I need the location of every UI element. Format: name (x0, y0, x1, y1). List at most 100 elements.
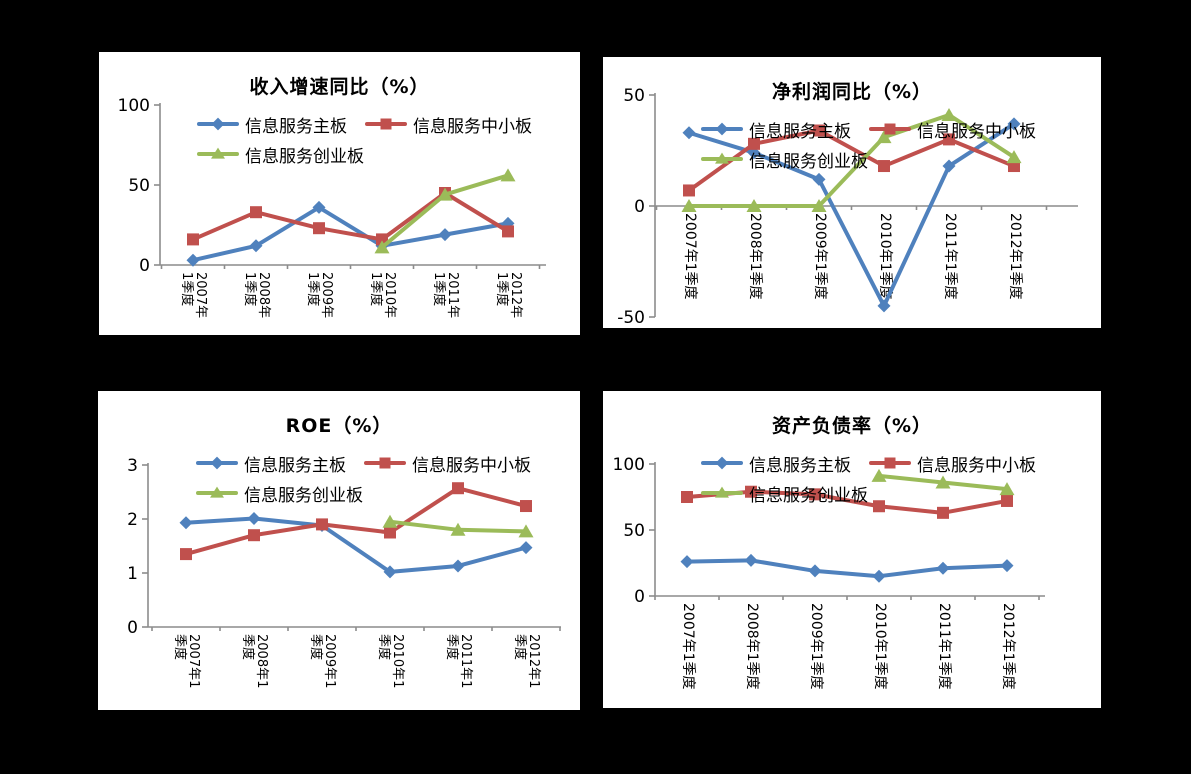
square-marker-icon (316, 518, 328, 531)
roe-chart-panel: ROE（%） 0 1 2 3 2007年1季度 2008年1季度 2009年1季度 2010年… (98, 391, 580, 710)
diamond-marker-icon (1007, 117, 1021, 131)
y-tick-label: 0 (634, 587, 645, 607)
x-tick-label: 2011年1季度 (431, 272, 460, 318)
diamond-marker-icon (210, 456, 224, 470)
triangle-marker-icon (518, 524, 534, 538)
diamond-marker-icon (744, 553, 758, 567)
square-marker-icon (884, 457, 896, 469)
diamond-marker-icon (438, 228, 452, 242)
triangle-marker-icon (211, 147, 225, 159)
legend-row: 信息服务创业板 (197, 139, 550, 169)
square-marker-icon (520, 500, 532, 513)
legend-item-sme-board: 信息服务中小板 (869, 451, 1036, 476)
legend-label: 信息服务主板 (244, 455, 346, 476)
green-line-sample-icon (701, 152, 743, 164)
legend-row: 信息服务创业板 (196, 478, 549, 508)
triangle-marker-icon (871, 468, 887, 482)
diamond-marker-icon (211, 117, 225, 131)
square-marker-icon (379, 457, 391, 469)
x-tick-label: 2010年1季度 (872, 603, 888, 690)
legend-row: 信息服务创业板 (701, 478, 1054, 508)
debt-ratio-line-chart: 0 50 100 2007年1季度 2008年1季度 2009年1季度 2010年1季度 20… (613, 455, 1045, 690)
legend-label: 信息服务创业板 (245, 146, 364, 167)
diamond-marker-icon (872, 569, 886, 583)
square-marker-icon (248, 529, 260, 542)
square-marker-icon (937, 506, 949, 519)
blue-line-sample-icon (701, 456, 743, 470)
series-line (685, 558, 1009, 579)
legend-item-gem-board: 信息服务创业板 (196, 481, 363, 506)
x-tick-label: 2008年1季度 (242, 272, 271, 318)
legend-item-main-board: 信息服务主板 (196, 451, 346, 476)
legend-item-main-board: 信息服务主板 (701, 451, 851, 476)
triangle-marker-icon (935, 475, 951, 489)
legend-label: 信息服务中小板 (413, 116, 532, 137)
square-marker-icon (884, 123, 896, 135)
diamond-marker-icon (383, 565, 397, 579)
chart-legend: 信息服务主板 信息服务中小板 信息服务创业板 (701, 114, 1054, 174)
triangle-marker-icon (746, 199, 762, 212)
legend-label: 信息服务主板 (749, 455, 851, 476)
diamond-marker-icon (519, 541, 533, 555)
square-marker-icon (873, 500, 885, 513)
triangle-marker-icon (374, 240, 390, 254)
diamond-marker-icon (682, 126, 696, 140)
square-marker-icon (452, 482, 464, 495)
x-tick-label: 2007年1季度 (172, 634, 201, 688)
triangle-marker-icon (941, 107, 957, 121)
roe-line-chart: 0 1 2 3 2007年1季度 2008年1季度 2009年1季度 2010年1季度 2011… (127, 456, 561, 688)
blue-line-sample-icon (701, 122, 743, 136)
series-line (191, 205, 510, 263)
revenue-growth-chart-panel: 收入增速同比（%） 0 50 100 2007年1季度 2008年1季度 2009年1季度… (99, 52, 580, 335)
red-line-sample-icon (869, 457, 911, 469)
diamond-marker-icon (1000, 559, 1014, 573)
y-tick-label: 50 (623, 521, 645, 541)
y-tick-label: 50 (623, 86, 645, 106)
square-marker-icon (180, 548, 192, 561)
legend-row: 信息服务主板 信息服务中小板 (701, 448, 1054, 478)
legend-row: 信息服务创业板 (701, 144, 1054, 174)
triangle-marker-icon (210, 486, 224, 498)
legend-label: 信息服务创业板 (244, 485, 363, 506)
square-marker-icon (1001, 494, 1013, 507)
x-tick-label: 2008年1季度 (240, 634, 269, 688)
square-marker-icon (748, 137, 760, 150)
green-line-sample-icon (197, 147, 239, 159)
square-marker-icon (683, 184, 695, 197)
triangle-marker-icon (681, 199, 697, 212)
legend-label: 信息服务中小板 (917, 121, 1036, 142)
red-line-sample-icon (364, 457, 406, 469)
triangle-marker-icon (437, 187, 453, 201)
square-marker-icon (878, 160, 890, 173)
diamond-marker-icon (247, 511, 261, 525)
x-tick-label: 2009年1季度 (305, 272, 334, 318)
diamond-marker-icon (249, 239, 263, 253)
legend-item-gem-board: 信息服务创业板 (701, 147, 868, 172)
revenue-growth-line-chart: 0 50 100 2007年1季度 2008年1季度 2009年1季度 2010年1季度 20… (118, 96, 546, 318)
legend-row: 信息服务主板 信息服务中小板 (701, 114, 1054, 144)
square-marker-icon (384, 526, 396, 539)
legend-item-gem-board: 信息服务创业板 (701, 481, 868, 506)
diamond-marker-icon (877, 299, 891, 313)
chart-legend: 信息服务主板 信息服务中小板 信息服务创业板 (701, 448, 1054, 508)
legend-row: 信息服务主板 信息服务中小板 (197, 109, 550, 139)
x-tick-label: 2008年1季度 (744, 603, 760, 690)
triangle-marker-icon (450, 522, 466, 536)
legend-label: 信息服务中小板 (412, 455, 531, 476)
square-marker-icon (943, 133, 955, 146)
x-tick-label: 2011年1季度 (936, 603, 952, 690)
net-profit-line-chart: -50 0 50 2007年1季度 2008年1季度 2009年1季度 2010年1季度 20… (617, 86, 1078, 328)
chart-title: 资产负债率（%） (771, 415, 933, 437)
chart-legend: 信息服务主板 信息服务中小板 信息服务创业板 (196, 448, 549, 508)
x-tick-label: 2011年1季度 (942, 213, 958, 300)
x-tick-label: 2007年1季度 (682, 213, 698, 300)
x-tick-label: 2012年1季度 (512, 634, 541, 688)
y-tick-label: 0 (139, 256, 150, 276)
triangle-marker-icon (999, 482, 1015, 496)
x-tick-label: 2012年1季度 (494, 272, 523, 318)
diamond-marker-icon (812, 172, 826, 186)
y-tick-label: 0 (634, 197, 645, 217)
y-tick-label: 100 (613, 455, 645, 475)
x-tick-label: 2009年1季度 (808, 603, 824, 690)
